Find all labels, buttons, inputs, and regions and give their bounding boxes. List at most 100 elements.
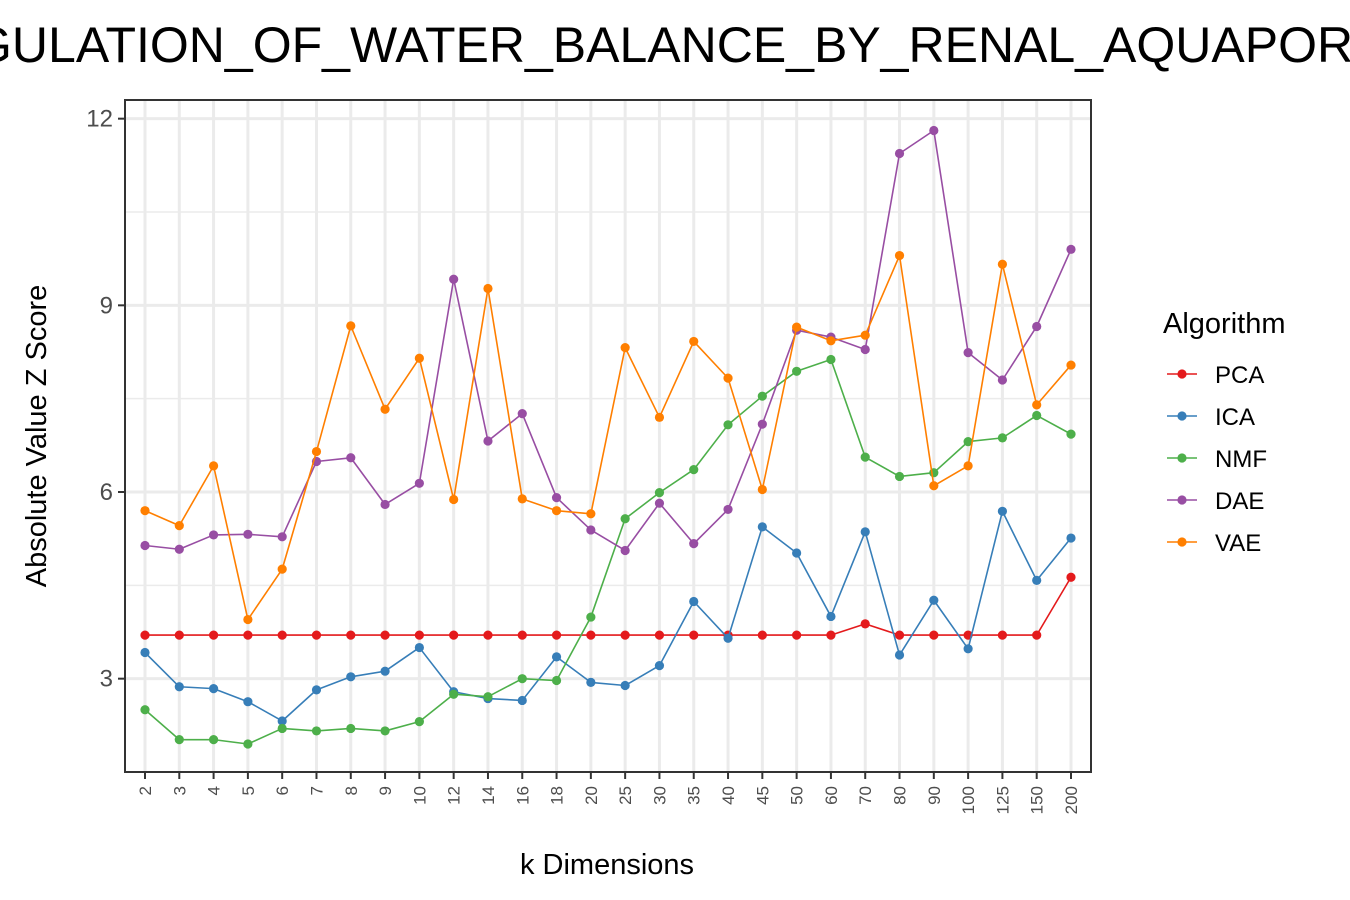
data-point-dae <box>894 148 905 159</box>
x-tick-label: 9 <box>376 786 395 795</box>
x-tick-label: 10 <box>410 786 429 805</box>
data-point-dae <box>689 539 699 549</box>
data-point-nmf <box>723 420 733 430</box>
legend-key-point <box>1177 453 1187 463</box>
data-point-dae <box>277 532 287 542</box>
data-point-vae <box>860 330 870 340</box>
data-point-dae <box>1066 244 1076 254</box>
series-vae <box>140 250 1076 625</box>
data-point-dae <box>860 344 870 355</box>
data-point-pca <box>414 630 424 640</box>
data-point-nmf <box>243 739 253 749</box>
data-point-pca <box>654 630 665 640</box>
data-point-pca <box>311 630 322 640</box>
data-point-nmf <box>620 514 630 524</box>
legend-title: Algorithm <box>1163 308 1286 340</box>
data-point-pca <box>860 619 870 629</box>
data-point-ica <box>860 527 870 537</box>
data-point-vae <box>894 250 905 261</box>
x-tick-label: 70 <box>856 786 875 805</box>
data-point-nmf <box>997 433 1008 443</box>
data-point-pca <box>1066 572 1076 582</box>
legend-key-point <box>1177 495 1187 505</box>
data-point-vae <box>689 336 699 347</box>
y-tick-label: 9 <box>100 292 113 319</box>
data-point-nmf <box>826 354 836 365</box>
data-point-pca <box>894 630 905 640</box>
data-point-ica <box>757 522 767 532</box>
legend-key-point <box>1177 537 1187 547</box>
data-point-nmf <box>174 735 184 745</box>
data-point-vae <box>757 484 767 495</box>
data-point-nmf <box>963 437 973 447</box>
data-point-dae <box>449 274 459 284</box>
data-point-vae <box>174 521 184 531</box>
data-point-ica <box>140 647 150 658</box>
x-tick-label: 150 <box>1028 786 1047 814</box>
data-point-ica <box>346 672 356 682</box>
legend-label: PCA <box>1215 362 1264 389</box>
series-line-dae <box>144 129 1072 552</box>
data-point-ica <box>997 506 1008 516</box>
data-point-pca <box>929 630 939 640</box>
data-point-vae <box>997 259 1008 269</box>
data-point-pca <box>174 630 184 640</box>
legend-item-dae: DAE <box>1167 488 1264 515</box>
chart-title: REGULATION_OF_WATER_BALANCE_BY_RENAL_AQU… <box>0 17 1350 73</box>
data-point-nmf <box>483 692 493 702</box>
data-point-pca <box>757 630 767 640</box>
data-point-vae <box>277 564 287 574</box>
data-point-pca <box>208 630 219 640</box>
x-tick-label: 60 <box>822 786 841 805</box>
data-point-nmf <box>449 689 459 699</box>
data-point-vae <box>208 461 219 471</box>
data-point-dae <box>551 493 562 503</box>
x-tick-label: 50 <box>788 786 807 805</box>
data-point-dae <box>620 545 630 556</box>
x-tick-label: 7 <box>307 786 326 795</box>
data-point-nmf <box>140 705 150 715</box>
data-point-nmf <box>380 726 390 736</box>
data-point-vae <box>243 614 253 625</box>
x-tick-label: 18 <box>548 786 567 805</box>
data-point-dae <box>483 436 493 446</box>
x-tick-label: 100 <box>959 786 978 814</box>
data-point-nmf <box>757 391 767 401</box>
data-point-dae <box>1032 321 1042 332</box>
data-point-pca <box>277 630 287 640</box>
data-point-pca <box>689 630 699 640</box>
data-point-pca <box>243 630 253 640</box>
x-tick-label: 80 <box>891 786 910 805</box>
data-point-dae <box>346 453 356 463</box>
plot-panel-border <box>124 99 1092 773</box>
data-point-nmf <box>346 723 356 734</box>
y-axis-title: Absolute Value Z Score <box>21 285 53 588</box>
data-point-pca <box>792 630 802 640</box>
data-point-ica <box>1032 575 1042 585</box>
legend-key-point <box>1177 411 1187 421</box>
data-point-ica <box>620 680 630 691</box>
x-tick-label: 6 <box>273 786 292 795</box>
x-tick-label: 20 <box>582 786 601 805</box>
data-point-pca <box>997 630 1008 640</box>
legend-items: PCA ICA NMF DAE VAE <box>1167 362 1267 557</box>
data-point-dae <box>174 544 184 554</box>
data-point-nmf <box>586 612 596 622</box>
data-point-ica <box>792 548 802 558</box>
data-point-pca <box>826 630 836 640</box>
x-tick-label: 4 <box>205 786 224 795</box>
data-point-dae <box>414 478 424 488</box>
data-point-vae <box>929 481 939 491</box>
data-point-nmf <box>1032 410 1042 421</box>
data-point-ica <box>551 652 562 662</box>
data-point-nmf <box>277 723 287 734</box>
legend: Algorithm PCA ICA NMF DAE VAE <box>1163 308 1286 557</box>
series-pca <box>140 572 1076 640</box>
series-line-pca <box>145 576 1072 636</box>
data-point-dae <box>997 375 1008 385</box>
series-line-nmf <box>144 358 1072 745</box>
data-point-nmf <box>654 488 665 498</box>
data-point-vae <box>1066 360 1076 370</box>
legend-item-ica: ICA <box>1167 404 1255 431</box>
